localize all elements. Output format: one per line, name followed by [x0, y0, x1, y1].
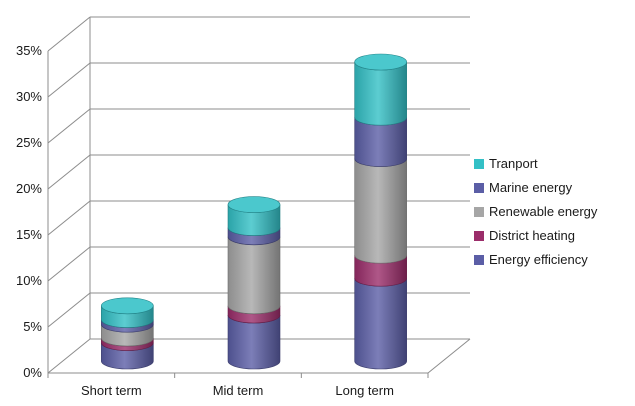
legend-label: Energy efficiency	[489, 252, 588, 267]
legend: Tranport Marine energy Renewable energy Dis…	[474, 156, 598, 267]
legend-swatch	[474, 255, 484, 265]
bar-stack-mid-term	[227, 196, 281, 370]
bar-stack-long-term	[354, 53, 407, 370]
y-tick-label: 15%	[16, 227, 42, 242]
y-tick-label: 5%	[23, 319, 42, 334]
bar-tranport-long-term	[354, 61, 407, 126]
legend-label: Renewable energy	[489, 204, 598, 219]
bars	[101, 53, 407, 370]
legend-label: Marine energy	[489, 180, 573, 195]
y-tick-label: 10%	[16, 273, 42, 288]
bar-renewable-energy-long-term	[354, 158, 407, 264]
gridline-side	[47, 154, 91, 190]
legend-swatch	[474, 159, 484, 169]
gridline-side	[47, 292, 91, 328]
gridline-side	[47, 338, 91, 374]
bar-top-cap-long-term	[354, 53, 407, 71]
legend-item-energy-efficiency: Energy efficiency	[474, 252, 588, 267]
gridline-side	[47, 62, 91, 98]
bar-energy-efficiency-long-term	[354, 278, 407, 370]
bar-top-cap-mid-term	[227, 196, 281, 213]
gridline-side	[47, 16, 91, 52]
y-tick-label: 0%	[23, 365, 42, 380]
bar-renewable-energy-mid-term	[227, 236, 281, 315]
y-tick-label: 35%	[16, 43, 42, 58]
legend-swatch	[474, 207, 484, 217]
legend-item-tranport: Tranport	[474, 156, 538, 171]
gridline-side	[47, 108, 91, 144]
y-tick-label: 25%	[16, 135, 42, 150]
axes: 0% 5% 10% 15% 20% 25% 30% 35% Short term Mid term…	[16, 17, 471, 398]
legend-item-district-heating: District heating	[474, 228, 575, 243]
gridline-side	[47, 200, 91, 236]
x-tick-label: Long term	[335, 383, 394, 398]
y-tick-label: 20%	[16, 181, 42, 196]
bar-stack-short-term	[101, 297, 154, 370]
legend-swatch	[474, 231, 484, 241]
floor-edge	[427, 338, 471, 374]
legend-label: District heating	[489, 228, 575, 243]
x-tick-label: Short term	[81, 383, 142, 398]
bar-top-cap-short-term	[101, 297, 154, 315]
y-tick-label: 30%	[16, 89, 42, 104]
gridline-side	[47, 246, 91, 282]
legend-item-renewable-energy: Renewable energy	[474, 204, 598, 219]
x-tick-label: Mid term	[213, 383, 264, 398]
legend-label: Tranport	[489, 156, 538, 171]
legend-item-marine-energy: Marine energy	[474, 180, 573, 195]
legend-swatch	[474, 183, 484, 193]
